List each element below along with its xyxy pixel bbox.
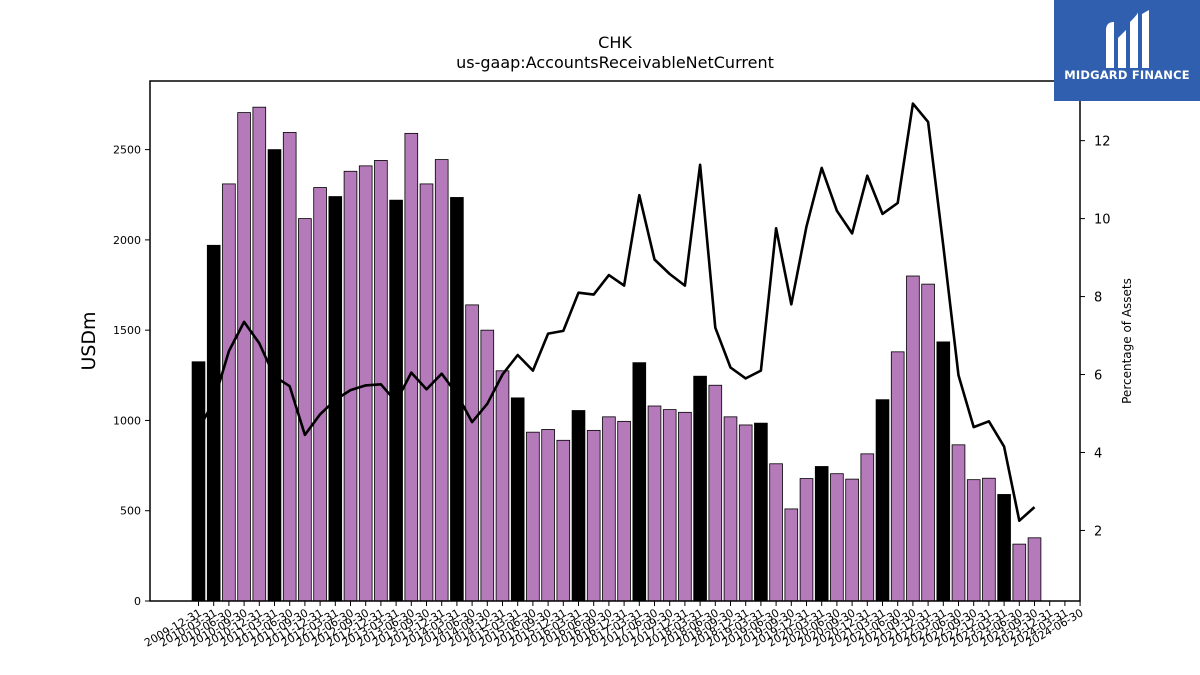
y2-axis-ticks: 2 4 6 8 10 12 [1080, 135, 1111, 539]
bar-2014-03-31 [450, 197, 464, 602]
bar-2016-09-30 [602, 416, 616, 602]
bar-2022-06-30 [951, 444, 966, 602]
bar-2010-06-30 [222, 183, 236, 602]
y2-tick-label: 2 [1094, 524, 1102, 539]
y-tick-label: 500 [120, 505, 141, 518]
bar-2021-03-31 [875, 399, 890, 602]
bar-2018-09-30 [723, 416, 738, 602]
bar-2019-12-31 [799, 478, 814, 602]
x-axis-ticks: 2009-12-312010-03-312010-06-302010-09-30… [142, 601, 1086, 650]
bar-2016-12-31 [617, 420, 631, 602]
bar-2012-09-30 [358, 165, 373, 602]
bar-2016-03-31 [571, 410, 586, 602]
bar-2014-06-30 [465, 304, 479, 602]
chart-subtitle: us-gaap:AccountsReceivableNetCurrent [456, 53, 774, 72]
bar-2019-06-30 [769, 463, 783, 602]
bar-2022-09-30 [966, 479, 981, 602]
y2-tick-label: 12 [1094, 135, 1111, 150]
bar-2010-03-31 [206, 244, 221, 602]
bars-group [191, 106, 1042, 602]
bar-2023-03-31 [997, 494, 1011, 602]
percentage-line [197, 102, 1036, 522]
bar-2022-12-31 [982, 477, 996, 602]
bar-2021-06-30 [890, 351, 905, 602]
bar-2017-06-30 [647, 405, 662, 602]
bar-2017-09-30 [662, 409, 677, 602]
bar-2022-03-31 [936, 341, 951, 602]
y-axis-label: USDm [78, 311, 100, 370]
bar-2020-06-30 [830, 473, 844, 602]
bar-2020-09-30 [845, 478, 859, 602]
y-tick-label: 2500 [113, 144, 141, 157]
bar-2018-06-30 [708, 384, 723, 602]
bar-2012-12-31 [374, 160, 388, 602]
bar-2020-12-31 [860, 453, 875, 602]
bar-2015-09-30 [541, 429, 555, 602]
bar-2017-03-31 [632, 362, 647, 602]
bar-2010-09-30 [237, 112, 251, 602]
bar-2014-12-31 [495, 370, 510, 602]
bar-2018-03-31 [693, 375, 707, 602]
y-axis-ticks: 0 500 1000 1500 2000 2500 [113, 144, 150, 608]
bar-2021-09-30 [906, 275, 920, 602]
bar-2011-12-31 [313, 187, 327, 602]
bar-2021-12-31 [921, 283, 935, 602]
bar-2011-06-30 [282, 132, 297, 602]
logo-text: MIDGARD FINANCE [1064, 68, 1190, 82]
chart-title: CHK [598, 33, 632, 52]
y2-axis-label: Percentage of Assets [1120, 278, 1134, 404]
bar-2023-09-30 [1027, 537, 1042, 602]
bar-2020-03-31 [814, 466, 829, 602]
bar-2011-09-30 [298, 218, 312, 602]
bar-2015-12-31 [556, 439, 571, 602]
y-tick-label: 1500 [113, 324, 141, 337]
bar-2013-09-30 [419, 183, 434, 602]
y2-tick-label: 6 [1094, 369, 1102, 384]
bar-2009-12-31 [191, 361, 206, 602]
y2-tick-label: 8 [1094, 291, 1102, 306]
bar-2017-12-31 [678, 411, 692, 602]
plot-frame [149, 80, 1081, 602]
y-tick-label: 2000 [113, 234, 141, 247]
bar-2013-06-30 [404, 132, 419, 602]
brand-logo: MIDGARD FINANCE [1054, 0, 1200, 101]
bar-2023-06-30 [1012, 543, 1027, 602]
logo-m-icon [1106, 10, 1149, 68]
bar-2019-03-31 [754, 422, 768, 602]
bar-2015-06-30 [526, 431, 540, 602]
y-tick-label: 1000 [113, 414, 141, 427]
bar-2019-09-30 [784, 508, 799, 602]
bar-2016-06-30 [586, 429, 601, 602]
bar-2015-03-31 [510, 397, 525, 602]
bar-2012-06-30 [343, 170, 358, 602]
bar-2014-09-30 [480, 329, 495, 602]
y2-tick-label: 4 [1094, 446, 1102, 461]
y2-tick-label: 10 [1094, 213, 1111, 228]
y-tick-label: 0 [134, 595, 141, 608]
bar-2018-12-31 [738, 424, 753, 602]
